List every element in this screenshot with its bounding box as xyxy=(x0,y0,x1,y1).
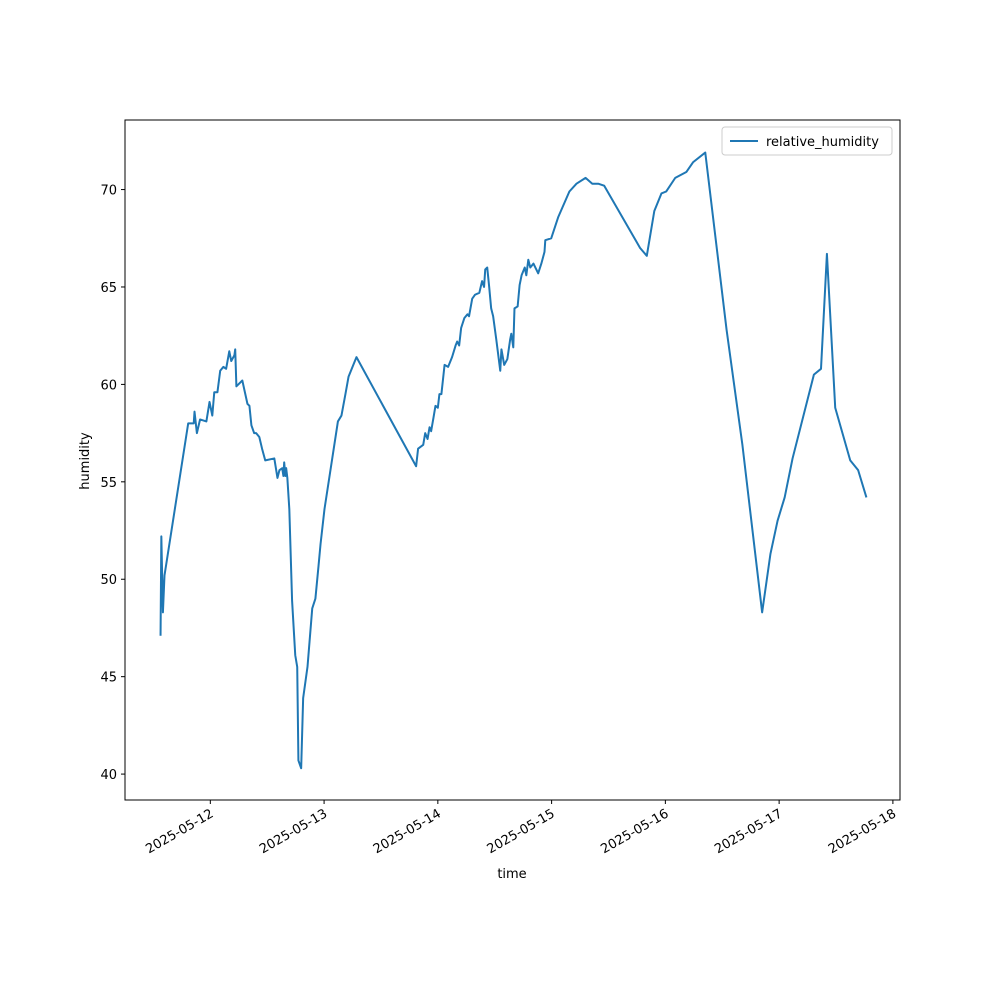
y-tick-label: 45 xyxy=(100,671,117,686)
y-axis-label: humidity xyxy=(78,432,93,490)
y-tick-label: 65 xyxy=(100,281,117,296)
y-tick-label: 50 xyxy=(100,573,117,588)
plot-frame xyxy=(124,119,901,801)
y-tick-label: 70 xyxy=(100,184,117,199)
x-axis-label: time xyxy=(497,867,526,882)
y-tick-label: 60 xyxy=(100,378,117,393)
y-tick-label: 55 xyxy=(100,476,117,491)
y-tick-label: 40 xyxy=(100,768,117,783)
data-line xyxy=(159,151,868,770)
legend-label: relative_humidity xyxy=(766,135,879,150)
legend-box xyxy=(721,126,893,156)
